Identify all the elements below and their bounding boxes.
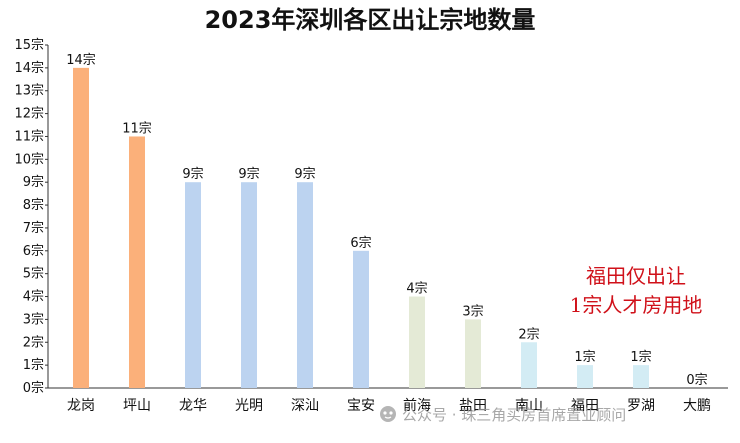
y-axis-ticks: 0宗 1宗 2宗 3宗 4宗 5宗 6宗 7宗 8宗 9宗 10宗 11宗 12宗 13宗 14宗 15宗 [14,37,48,396]
bar-深汕 [297,182,313,388]
y-tick-label: 8宗 [23,197,44,213]
data-label: 0宗 [686,372,707,388]
data-label: 4宗 [406,281,427,297]
y-tick-label: 4宗 [23,289,44,305]
bar-龙岗 [73,67,89,388]
x-tick-label: 深汕 [291,398,319,414]
y-tick-label: 12宗 [14,106,44,122]
data-label: 9宗 [238,166,259,182]
x-tick-label: 大鹏 [683,398,711,414]
bar-光明 [241,182,257,388]
y-tick-label: 1宗 [23,357,44,373]
y-tick-label: 14宗 [14,60,44,76]
y-tick-label: 2宗 [23,334,44,350]
x-tick-label: 坪山 [123,398,151,414]
y-tick-label: 9宗 [23,174,44,190]
y-tick-label: 15宗 [14,37,44,53]
y-tick-label: 3宗 [23,311,44,327]
bar-坪山 [129,136,145,388]
x-tick-label: 罗湖 [627,398,655,414]
data-label: 6宗 [350,235,371,251]
data-label: 3宗 [462,303,483,319]
chart-title: 2023年深圳各区出让宗地数量 [205,6,536,34]
x-tick-label: 光明 [235,398,263,414]
data-label: 2宗 [518,326,539,342]
data-label: 1宗 [630,349,651,365]
data-label: 1宗 [574,349,595,365]
x-tick-label: 南山 [515,398,543,414]
y-tick-label: 7宗 [23,220,44,236]
y-tick-label: 10宗 [14,151,44,167]
watermark-text: 公众号 · 珠三角买房首席置业顾问 [402,406,626,424]
annotation: 福田仅出让 1宗人才房用地 [570,264,703,317]
bars [73,67,649,388]
data-label: 14宗 [66,52,96,68]
data-label: 9宗 [182,166,203,182]
y-tick-label: 5宗 [23,266,44,282]
bar-前海 [409,296,425,388]
data-label: 11宗 [122,120,152,136]
annotation-line-1: 福田仅出让 [586,264,686,288]
y-tick-label: 6宗 [23,243,44,259]
y-tick-label: 11宗 [14,128,44,144]
watermark: 公众号 · 珠三角买房首席置业顾问 [380,406,626,424]
x-tick-label: 龙岗 [67,398,95,414]
bar-盐田 [465,319,481,388]
x-tick-label: 福田 [571,398,599,414]
x-axis-ticks: 龙岗 坪山 龙华 光明 深汕 宝安 前海 盐田 南山 福田 罗湖 大鹏 [67,397,711,414]
x-tick-label: 龙华 [179,398,207,414]
data-labels: 14宗 11宗 9宗 9宗 9宗 6宗 4宗 3宗 2宗 1宗 1宗 0宗 [66,52,707,388]
annotation-line-2: 1宗人才房用地 [570,293,703,317]
y-tick-label: 13宗 [14,83,44,99]
wechat-public-account-icon [380,406,396,422]
x-tick-label: 前海 [403,397,431,414]
x-tick-label: 盐田 [459,398,487,414]
bar-福田 [577,365,593,388]
bar-罗湖 [633,365,649,388]
bar-南山 [521,342,537,388]
bar-龙华 [185,182,201,388]
x-tick-label: 宝安 [347,398,375,414]
y-tick-label: 0宗 [23,380,44,396]
bar-宝安 [353,250,369,388]
data-label: 9宗 [294,166,315,182]
